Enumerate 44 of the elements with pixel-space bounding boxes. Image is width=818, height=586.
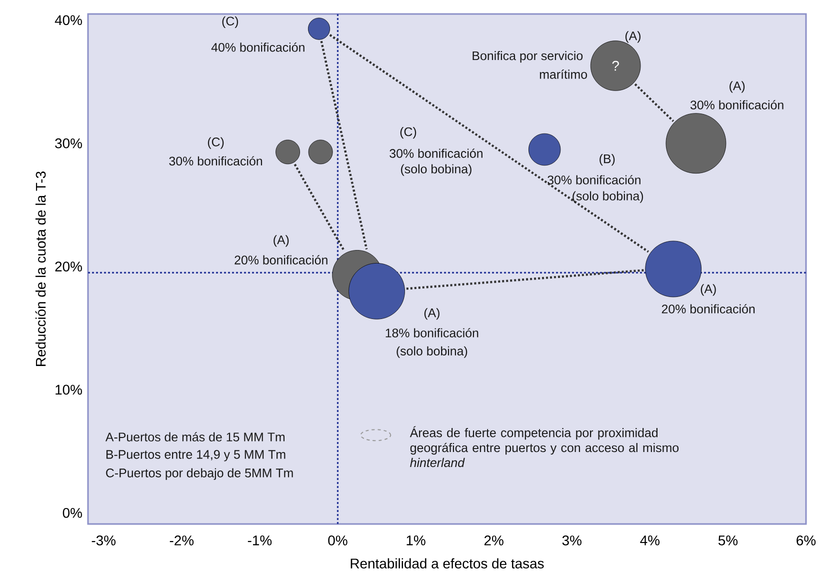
annotation: 40% bonificación: [211, 42, 304, 52]
annotation: (A): [625, 31, 640, 43]
annotation: Áreas de fuerte competencia por proximidad geográfica entre puertos y con acceso al mismo hinterland: [410, 426, 679, 468]
x-tick-label: 4%: [640, 536, 660, 546]
data-label: ?: [612, 60, 619, 71]
annotation: (A): [730, 81, 745, 93]
y-tick-label: 30%: [55, 138, 82, 148]
annotation: (solo bobina): [396, 346, 468, 358]
x-tick-label: 3%: [562, 536, 582, 546]
annotation: 30% bonificación: [548, 175, 640, 184]
y-tick-label: 0%: [62, 508, 82, 518]
annotation: (C): [400, 127, 416, 139]
x-tick-label: -3%: [92, 536, 116, 546]
y-tick-label: 40%: [54, 15, 82, 26]
y-tick-label: 10%: [56, 384, 82, 395]
x-tick-label: 0%: [328, 536, 348, 546]
x-tick-label: -2%: [170, 536, 194, 546]
annotation: (A): [424, 308, 440, 320]
annotation: (solo bobina): [401, 164, 472, 176]
annotation: (A): [274, 235, 289, 247]
annotation: Bonifica por servicio: [472, 51, 583, 63]
x-tick-label: 6%: [796, 536, 816, 546]
annotation: (C): [222, 16, 238, 28]
annotation: (solo bobina): [572, 191, 644, 203]
annotation: (B): [600, 154, 615, 166]
annotation: B-Puertos entre 14,9 y 5 MM Tm: [106, 450, 286, 462]
x-tick-label: -1%: [248, 536, 272, 546]
annotation: (A): [700, 284, 716, 296]
annotation: 20% bonificación: [234, 255, 328, 264]
annotation: (C): [208, 137, 224, 149]
annotation: 18% bonificación: [386, 328, 478, 338]
annotation: A-Puertos de más de 15 MM Tm: [105, 432, 285, 442]
x-axis-title: Rentabilidad a efectos de tasas: [350, 558, 544, 568]
annotation: 30% bonificación: [169, 156, 262, 166]
y-axis-title: Reducción de la cuota de la T-3: [35, 172, 46, 366]
y-tick-label: 20%: [55, 262, 82, 272]
annotation: 30% bonificación: [690, 100, 784, 110]
x-tick-label: 2%: [484, 536, 504, 546]
x-tick-label: 1%: [406, 536, 426, 546]
annotation: 30% bonificación: [390, 148, 482, 158]
annotation: 20% bonificación: [662, 304, 755, 314]
annotation: marítimo: [540, 70, 588, 79]
x-tick-label: 5%: [718, 536, 738, 546]
annotation: C-Puertos por debajo de 5MM Tm: [106, 468, 293, 480]
